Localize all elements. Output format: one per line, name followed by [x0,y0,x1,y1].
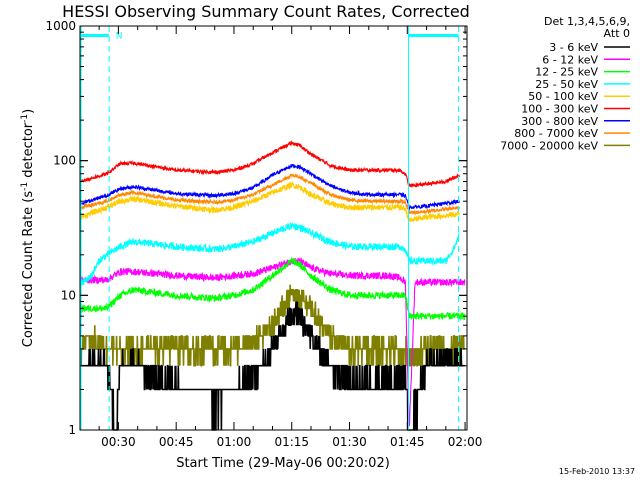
series-line-8 [79,173,460,216]
legend-label-1: 3 - 6 keV [549,41,598,54]
y-tick-label: 1 [68,423,76,437]
legend-header-line-2: Att 0 [604,27,630,40]
x-tick-label: 01:30 [332,435,367,449]
legend-label-8: 800 - 7000 keV [514,127,598,140]
series-line-7 [79,163,460,211]
x-tick-label: 01:45 [390,435,425,449]
series-line-5 [79,180,460,223]
plot-frame [79,25,468,431]
legend-label-5: 50 - 100 keV [528,90,598,103]
y-axis-label: Corrected Count Rate (s-1 detector-1) [20,109,36,347]
legend-label-7: 300 - 800 keV [521,115,598,128]
legend-header-line-1: Det 1,3,4,5,6,9, [544,15,630,28]
x-tick-label: 01:00 [217,435,252,449]
x-tick-label: 01:15 [274,435,309,449]
chart-title: HESSI Observing Summary Count Rates, Cor… [62,2,470,21]
y-tick-label: 1000 [45,19,76,33]
x-tick-label: 02:00 [448,435,483,449]
series-line-4 [79,222,460,288]
series-line-6 [79,139,460,188]
y-tick-label: 100 [53,154,76,168]
legend-label-9: 7000 - 20000 keV [500,139,598,152]
series-line-1 [79,301,465,431]
attenuator-marker-label: N [116,32,123,42]
series-line-2 [79,256,466,428]
x-tick-label: 00:45 [159,435,194,449]
series-line-9 [80,284,465,367]
legend-label-4: 25 - 50 keV [535,78,598,91]
footer-date: 15-Feb-2010 13:37 [559,467,635,476]
x-tick-label: 00:30 [101,435,136,449]
series-line-3 [79,256,466,321]
x-axis-label: Start Time (29-May-06 00:20:02) [176,456,390,471]
legend-label-3: 12 - 25 keV [535,66,598,79]
axes: 00:30 00:45 01:00 01:15 01:30 01:45 02:00 1 10 10… [45,19,482,449]
plot-area: N [79,26,466,431]
y-tick-label: 10 [61,288,76,302]
legend-label-6: 100 - 300 keV [521,103,598,116]
legend-label-2: 6 - 12 keV [542,53,598,66]
